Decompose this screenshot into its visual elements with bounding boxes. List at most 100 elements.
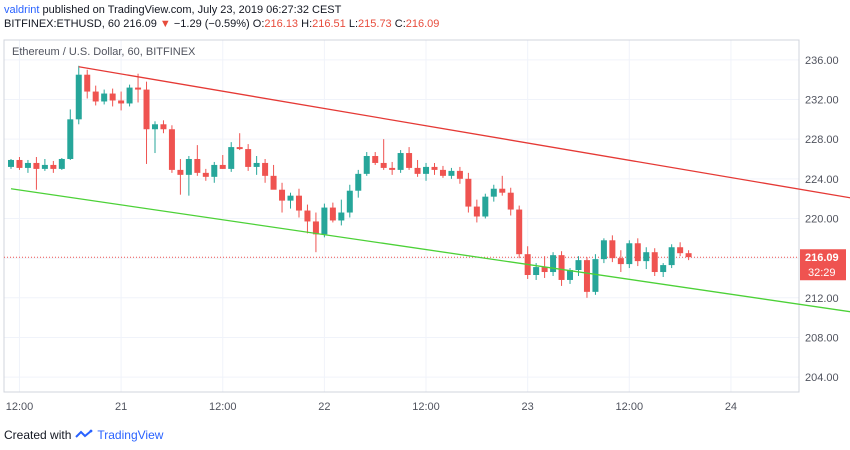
candle-body xyxy=(677,247,684,254)
candle-body xyxy=(592,259,599,292)
price-chart[interactable]: Ethereum / U.S. Dollar, 60, BITFINEX 236… xyxy=(0,0,850,425)
candle-body xyxy=(456,170,463,179)
support-trendline[interactable] xyxy=(10,188,850,342)
candle-body xyxy=(177,169,184,175)
candle-body xyxy=(617,258,624,265)
price-tick-label: 224.00 xyxy=(805,174,839,186)
candle-body xyxy=(423,166,430,174)
price-tick-label: 220.00 xyxy=(805,213,839,225)
candle-body xyxy=(321,207,328,235)
published-text: published on TradingView.com, July 23, 2… xyxy=(42,4,342,16)
chart-title: Ethereum / U.S. Dollar, 60, BITFINEX xyxy=(12,46,196,58)
time-tick-label: 12:00 xyxy=(209,401,237,413)
time-tick-label: 22 xyxy=(318,401,330,413)
candle-body xyxy=(338,212,345,221)
tradingview-logo-icon xyxy=(75,429,93,438)
candle-body xyxy=(270,175,277,190)
trendlines[interactable] xyxy=(10,66,850,342)
candle-body xyxy=(84,74,91,92)
candle-body xyxy=(397,153,404,170)
high-label: H: xyxy=(301,18,313,30)
last-price: 216.09 xyxy=(123,18,157,30)
candle-body xyxy=(135,87,142,90)
candle-body xyxy=(295,195,302,211)
candle-body xyxy=(287,195,294,201)
time-tick-label: 12:00 xyxy=(412,401,440,413)
candle-body xyxy=(329,207,336,221)
candle-body xyxy=(550,255,557,273)
candle-body xyxy=(439,169,446,176)
candle-body xyxy=(33,162,40,169)
close-value: 216.09 xyxy=(405,18,440,30)
price-tick-label: 228.00 xyxy=(805,134,839,146)
footer: Created with TradingView xyxy=(4,428,163,442)
time-tick-label: 23 xyxy=(522,401,534,413)
candle-body xyxy=(194,158,201,173)
low-value: 215.73 xyxy=(358,18,392,30)
candle-body xyxy=(211,164,218,177)
down-arrow-icon: ▼ xyxy=(159,18,171,30)
price-tick-label: 208.00 xyxy=(805,332,839,344)
candle-body xyxy=(75,74,82,120)
candle-body xyxy=(668,247,675,266)
close-label: C: xyxy=(394,18,406,30)
time-tick-label: 12:00 xyxy=(616,401,644,413)
candle-body xyxy=(651,252,658,273)
candle-body xyxy=(516,209,523,255)
time-tick-label: 12:00 xyxy=(6,401,34,413)
candle-body xyxy=(600,240,607,260)
candle-body xyxy=(406,153,413,168)
candle-body xyxy=(431,166,438,170)
candle-body xyxy=(41,164,48,169)
bar-countdown: 32:29 xyxy=(808,267,836,279)
candle-body xyxy=(92,91,99,102)
candle-body xyxy=(448,170,455,176)
candle-body xyxy=(643,252,650,262)
last-price-tag-value: 216.09 xyxy=(805,252,839,264)
author-link[interactable]: valdrint xyxy=(4,4,40,16)
chart-header: valdrint published on TradingView.com, J… xyxy=(4,3,439,31)
candle-body xyxy=(279,189,286,201)
candle-body xyxy=(143,89,150,130)
candle-body xyxy=(355,173,362,191)
price-tick-label: 212.00 xyxy=(805,293,839,305)
candle-body xyxy=(499,188,506,193)
candle-body xyxy=(626,243,633,265)
time-axis[interactable]: 12:00 21 12:00 22 12:00 23 12:00 24 xyxy=(6,401,737,413)
candle-body xyxy=(346,190,353,213)
candle-body xyxy=(304,210,311,222)
candle-body xyxy=(151,124,158,130)
last-price-tag-box xyxy=(800,249,846,281)
created-with-text: Created with xyxy=(4,428,72,442)
candle-body xyxy=(168,129,175,170)
candle-body xyxy=(482,196,489,217)
candle-body xyxy=(389,167,396,170)
candle-body xyxy=(253,162,260,167)
candle-body xyxy=(262,162,269,176)
change-text: −1.29 (−0.59%) xyxy=(173,18,250,30)
candle-body xyxy=(541,267,548,273)
candle-body xyxy=(8,159,14,167)
candle-body xyxy=(583,260,590,292)
candle-body xyxy=(245,149,252,167)
last-price-tag: 216.09 32:29 xyxy=(800,249,846,281)
time-tick-label: 24 xyxy=(725,401,737,413)
candle-body xyxy=(126,87,133,104)
open-value: 216.13 xyxy=(264,18,299,30)
candle-body xyxy=(414,167,421,174)
candle-body xyxy=(118,100,125,104)
tradingview-brand[interactable]: TradingView xyxy=(97,428,164,442)
price-axis[interactable]: 236.00232.00228.00224.00220.00216.00212.… xyxy=(805,55,839,384)
candle-body xyxy=(473,206,480,217)
candle-body xyxy=(634,243,641,262)
resistance-trendline[interactable] xyxy=(78,66,850,243)
candle-body xyxy=(16,159,23,168)
candle-body xyxy=(228,147,235,169)
candle-body xyxy=(160,124,167,130)
candle-body xyxy=(50,164,57,169)
plot-frame xyxy=(3,39,800,393)
candle-body xyxy=(490,188,497,197)
candle-body xyxy=(363,156,370,174)
chart-grid xyxy=(4,40,799,392)
candle-body xyxy=(465,178,472,207)
